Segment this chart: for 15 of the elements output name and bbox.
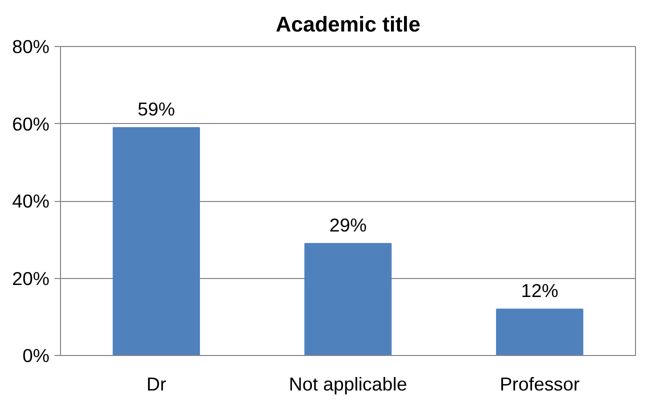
data-label: 29% xyxy=(329,214,367,236)
x-tick-label: Dr xyxy=(146,374,166,394)
data-label: 12% xyxy=(520,280,558,302)
bar xyxy=(304,242,392,356)
y-tick-label: 0% xyxy=(22,345,50,366)
data-label: 59% xyxy=(138,98,176,120)
y-tick-label: 20% xyxy=(12,268,50,289)
y-tick-label: 80% xyxy=(12,36,50,57)
bar xyxy=(496,308,584,356)
chart-title: Academic title xyxy=(276,12,420,36)
x-tick-label: Professor xyxy=(500,374,580,394)
bar xyxy=(112,127,200,356)
y-tick-label: 40% xyxy=(12,190,50,212)
y-tick-label: 60% xyxy=(12,113,50,134)
x-tick-label: Not applicable xyxy=(288,374,408,394)
